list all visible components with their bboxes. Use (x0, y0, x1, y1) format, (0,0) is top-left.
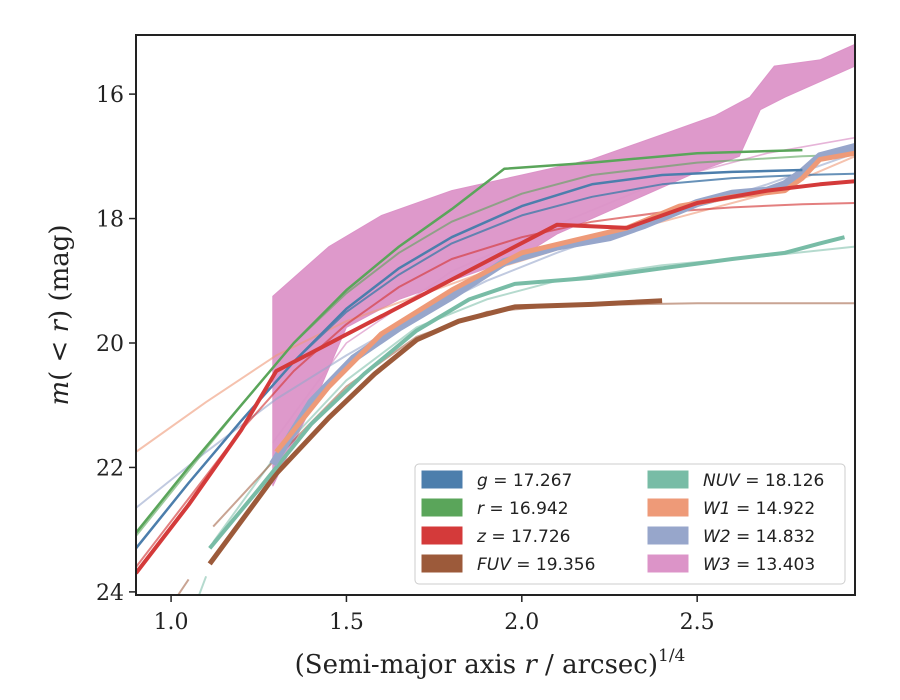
series-line-fuvtail (177, 578, 190, 595)
legend-label-g: g = 17.267 (477, 471, 572, 491)
legend-swatch-w1 (647, 498, 689, 517)
y-tick-label: 22 (96, 456, 124, 481)
y-tick-label: 16 (96, 83, 124, 108)
ticks-layer: 1.0 1.5 2.0 2.5 16 18 20 22 24 (96, 83, 715, 635)
plot-frame (135, 34, 856, 596)
y-tick-label: 24 (96, 581, 124, 606)
x-tick-label: 2.5 (680, 610, 715, 635)
x-tick-label: 1.0 (154, 610, 189, 635)
series-line-r (136, 148, 803, 534)
legend-label-fuv: FUV = 19.356 (477, 555, 595, 575)
legend-swatch-nuv (647, 470, 689, 489)
y-tick-label: 20 (96, 332, 124, 357)
x-axis-label: (Semi-major axis r / arcsec)1/4 (295, 646, 686, 680)
legend-label-w1: W1 = 14.922 (703, 499, 815, 519)
legend-swatch-z (421, 526, 463, 545)
series-line-nuv (208, 235, 845, 550)
legend-label-nuv: NUV = 18.126 (703, 471, 824, 491)
legend-label-w2: W2 = 14.832 (703, 527, 815, 547)
legend-label-w3: W3 = 13.403 (703, 555, 815, 575)
legend-swatch-w2 (647, 526, 689, 545)
legend-swatch-r (421, 498, 463, 517)
y-tick-label: 18 (96, 208, 124, 233)
x-tick-label: 1.5 (329, 610, 364, 635)
series-line-g (136, 168, 803, 550)
series-layer (136, 43, 855, 595)
series-line-nuvtail (198, 575, 208, 595)
series-line-w2 (269, 143, 855, 467)
series-line-z (136, 179, 855, 575)
x-tick-label: 2.0 (504, 610, 539, 635)
series-band-w3 (272, 43, 855, 487)
legend-swatch-g (421, 470, 463, 489)
legend-swatch-fuv (421, 554, 463, 573)
legend-swatch-w3 (647, 554, 689, 573)
legend-label-z: z = 17.726 (476, 527, 570, 547)
legend-frame (414, 463, 846, 585)
legend: g = 17.267 r = 16.942 z = 17.726 FUV = 19.3… (414, 463, 846, 585)
legend-label-r: r = 16.942 (477, 499, 569, 519)
y-axis-label: m( < r) (mag) (45, 224, 75, 405)
series-line-fuv (207, 298, 663, 566)
legend-items: g = 17.267 r = 16.942 z = 17.726 FUV = 19.3… (421, 470, 824, 575)
